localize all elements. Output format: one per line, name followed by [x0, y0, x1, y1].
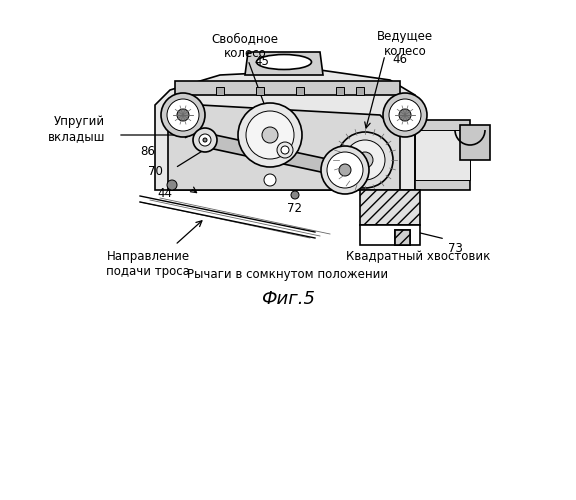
Circle shape	[262, 127, 278, 143]
Circle shape	[238, 103, 302, 167]
Bar	[360, 190, 420, 225]
Circle shape	[246, 111, 294, 159]
Circle shape	[337, 132, 393, 188]
Circle shape	[281, 146, 289, 154]
Bar	[296, 87, 304, 95]
Text: Фиг.5: Фиг.5	[261, 290, 315, 308]
Circle shape	[277, 142, 293, 158]
Circle shape	[327, 152, 363, 188]
Circle shape	[399, 109, 411, 121]
Circle shape	[339, 164, 351, 176]
Circle shape	[177, 109, 189, 121]
Text: 45: 45	[255, 55, 270, 68]
Text: Квадратный хвостовик: Квадратный хвостовик	[346, 250, 490, 263]
Circle shape	[345, 140, 385, 180]
Text: 46: 46	[392, 53, 407, 66]
Text: 70: 70	[147, 165, 162, 178]
Bar	[395, 230, 410, 245]
Bar	[415, 130, 470, 180]
Bar	[216, 87, 224, 95]
Bar	[360, 225, 420, 245]
Circle shape	[193, 128, 217, 152]
Polygon shape	[168, 105, 400, 190]
Circle shape	[167, 99, 199, 131]
Polygon shape	[203, 133, 347, 177]
Circle shape	[199, 134, 211, 146]
Bar	[256, 87, 264, 95]
Bar	[336, 87, 344, 95]
Ellipse shape	[256, 54, 312, 70]
Circle shape	[357, 152, 373, 168]
Text: 72: 72	[287, 202, 302, 215]
Circle shape	[291, 191, 299, 199]
Circle shape	[264, 174, 276, 186]
Bar	[415, 120, 470, 190]
Circle shape	[321, 146, 369, 194]
Circle shape	[203, 138, 207, 142]
Text: Упругий
вкладыш: Упругий вкладыш	[48, 115, 105, 143]
Text: Направление
подачи троса: Направление подачи троса	[106, 250, 190, 278]
Polygon shape	[155, 70, 415, 190]
Bar	[460, 125, 490, 160]
Circle shape	[383, 93, 427, 137]
Polygon shape	[245, 52, 323, 75]
Text: 86: 86	[141, 145, 156, 158]
Text: Ведущее
колесо: Ведущее колесо	[377, 30, 433, 58]
Text: Рычаги в сомкнутом положении: Рычаги в сомкнутом положении	[187, 268, 389, 281]
Text: Свободное
колесо: Свободное колесо	[211, 32, 279, 60]
Circle shape	[167, 180, 177, 190]
Text: 44: 44	[157, 187, 172, 200]
Bar	[175, 81, 400, 95]
Text: 73: 73	[448, 242, 463, 255]
Circle shape	[161, 93, 205, 137]
Bar	[356, 87, 364, 95]
Bar	[395, 230, 410, 245]
Circle shape	[389, 99, 421, 131]
